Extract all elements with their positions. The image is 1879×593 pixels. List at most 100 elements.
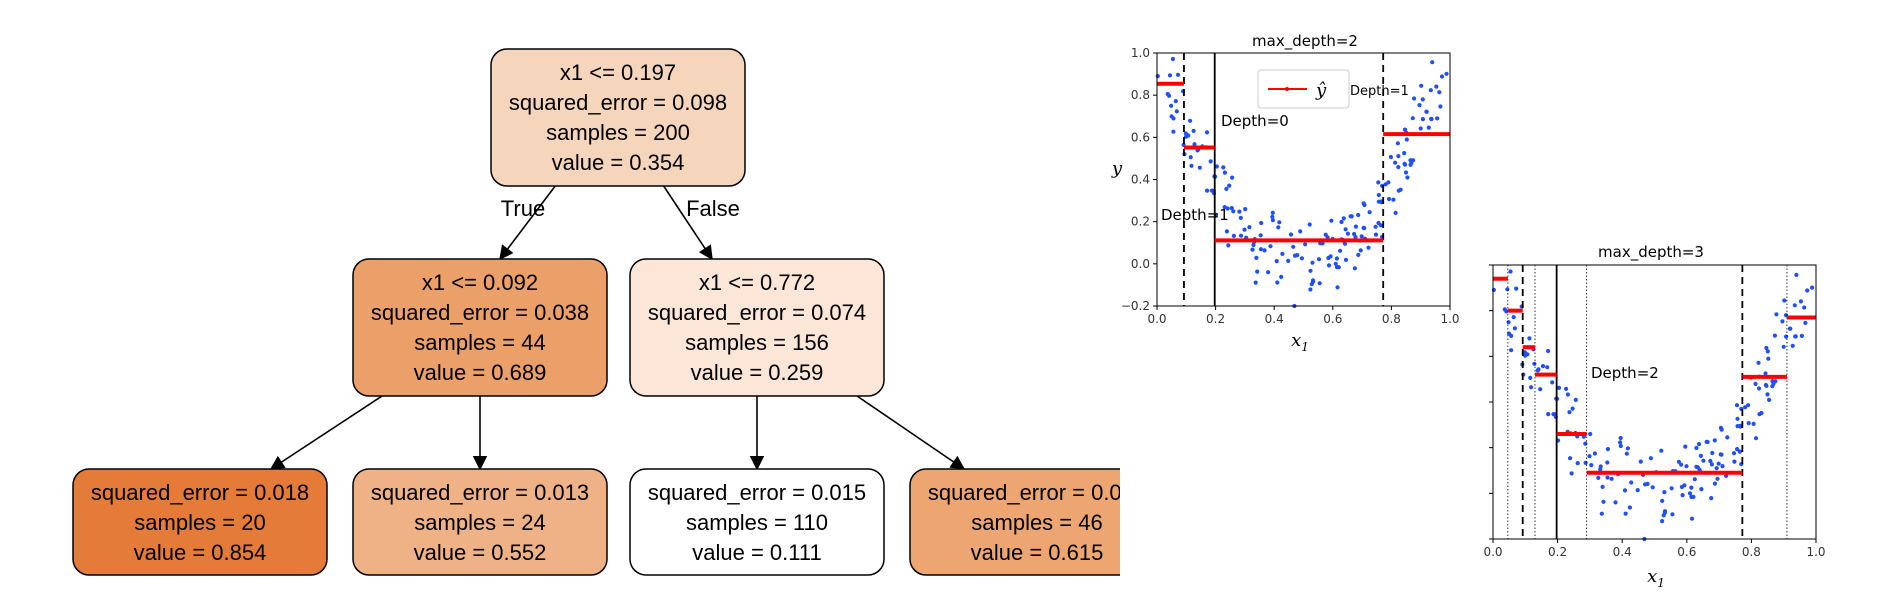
- scatter-point: [1379, 199, 1384, 204]
- scatter-point: [1661, 513, 1666, 518]
- scatter-point: [1763, 371, 1768, 376]
- scatter-point: [1326, 255, 1331, 261]
- scatter-point: [1361, 201, 1366, 206]
- scatter-point: [1780, 319, 1785, 324]
- scatter-point: [1338, 248, 1343, 253]
- scatter-point: [1420, 97, 1425, 102]
- scatter-point: [1270, 210, 1275, 215]
- scatter-point: [1597, 470, 1602, 475]
- scatter-point: [1553, 412, 1558, 417]
- scatter-point: [1170, 56, 1175, 62]
- scatter-point: [1310, 278, 1316, 283]
- svg-text:squared_error = 0.098: squared_error = 0.098: [509, 90, 727, 115]
- scatter-point: [1171, 116, 1176, 121]
- svg-text:samples = 156: samples = 156: [685, 330, 829, 355]
- scatter-point: [1725, 435, 1730, 440]
- scatter-point: [1408, 158, 1413, 163]
- edge-label-true: True: [501, 196, 545, 221]
- scatter-point: [1598, 464, 1603, 469]
- scatter-point: [1259, 220, 1264, 226]
- svg-text:squared_error = 0.018: squared_error = 0.018: [91, 480, 309, 505]
- scatter-point: [1380, 234, 1385, 240]
- scatter-point: [1214, 212, 1219, 218]
- scatter-point: [1770, 379, 1775, 384]
- scatter-point: [1227, 183, 1232, 188]
- scatter-point: [1277, 220, 1282, 225]
- scatter-point: [1784, 334, 1789, 339]
- scatter-point: [1583, 441, 1588, 446]
- scatter-point: [1697, 467, 1702, 472]
- scatter-point: [1323, 232, 1328, 237]
- scatter-point: [1339, 219, 1344, 225]
- y-tick-label: 0.2: [1131, 215, 1150, 229]
- scatter-point: [1654, 470, 1659, 475]
- scatter-point: [1252, 237, 1257, 242]
- scatter-point: [1625, 446, 1630, 451]
- scatter-point: [1345, 231, 1350, 236]
- scatter-point: [1213, 174, 1218, 179]
- scatter-point: [1183, 131, 1188, 136]
- scatter-point: [1192, 142, 1197, 147]
- scatter-point: [1326, 263, 1332, 268]
- scatter-point: [1409, 160, 1414, 165]
- scatter-point: [1567, 410, 1572, 415]
- scatter-point: [1783, 313, 1789, 318]
- scatter-point: [1583, 460, 1588, 465]
- scatter-point: [1660, 519, 1665, 524]
- scatter-point: [1810, 285, 1815, 290]
- plot1-split-lines: [1183, 53, 1385, 306]
- scatter-point: [1439, 74, 1445, 79]
- scatter-point: [1386, 196, 1392, 202]
- scatter-point: [1531, 347, 1536, 352]
- scatter-point: [1660, 498, 1665, 503]
- scatter-point: [1250, 247, 1255, 252]
- scatter-point: [1716, 461, 1721, 466]
- scatter-point: [1402, 127, 1408, 132]
- y-tick-label: 1.0: [1131, 46, 1150, 60]
- scatter-point: [1756, 386, 1762, 391]
- scatter-point: [1738, 423, 1743, 428]
- scatter-point: [1746, 421, 1751, 426]
- scatter-point: [1383, 182, 1388, 187]
- scatter-point: [1696, 442, 1702, 447]
- scatter-point: [1781, 344, 1786, 349]
- scatter-point: [1689, 485, 1694, 490]
- scatter-point: [1699, 487, 1704, 492]
- scatter-point: [1701, 458, 1706, 463]
- scatter-point: [1357, 238, 1363, 243]
- scatter-point: [1529, 385, 1534, 390]
- scatter-point: [1169, 103, 1174, 108]
- scatter-point: [1512, 326, 1517, 331]
- scatter-point: [1352, 231, 1357, 237]
- scatter-point: [1765, 392, 1770, 397]
- scatter-point: [1376, 220, 1381, 226]
- scatter-point: [1270, 214, 1275, 219]
- scatter-point: [1286, 258, 1291, 263]
- plot1-x-ticks: 0.0 0.2 0.4 0.6 0.8 1.0: [1147, 306, 1460, 326]
- scatter-point: [1753, 381, 1758, 386]
- scatter-point: [1380, 183, 1385, 188]
- scatter-point: [1679, 462, 1684, 467]
- scatter-point: [1310, 279, 1316, 284]
- scatter-point: [1444, 71, 1449, 76]
- scatter-point: [1299, 256, 1304, 261]
- scatter-point: [1536, 367, 1541, 372]
- scatter-point: [1601, 499, 1606, 504]
- scatter-point: [1596, 475, 1601, 480]
- scatter-point: [1252, 239, 1257, 244]
- scatter-point: [1715, 476, 1720, 481]
- scatter-point: [1393, 160, 1398, 165]
- plot1-annotation-depth1-right: Depth=1: [1350, 84, 1409, 99]
- scatter-point: [1181, 142, 1186, 147]
- scatter-point: [1746, 403, 1751, 408]
- scatter-point: [1629, 480, 1634, 485]
- svg-text:x1 <= 0.772: x1 <= 0.772: [699, 270, 815, 295]
- scatter-point: [1424, 109, 1429, 114]
- scatter-point: [1538, 387, 1543, 392]
- scatter-point: [1366, 245, 1371, 250]
- scatter-point: [1429, 116, 1434, 122]
- scatter-point: [1535, 368, 1540, 373]
- scatter-point: [1570, 406, 1575, 411]
- scatter-point: [1174, 109, 1179, 114]
- scatter-point: [1523, 353, 1528, 358]
